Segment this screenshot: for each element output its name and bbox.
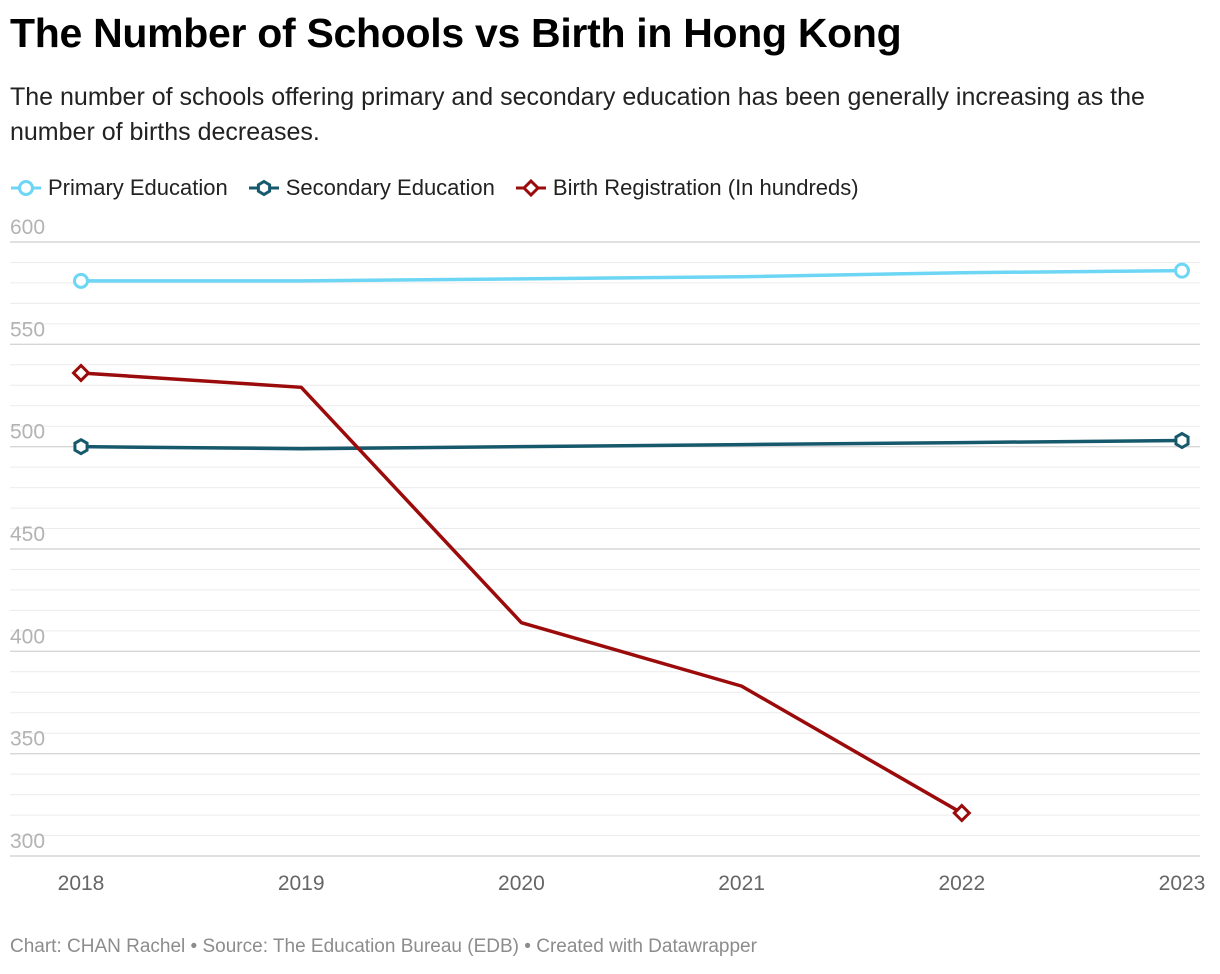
- series-primary: [73, 262, 1190, 289]
- hexagon-marker-icon: [248, 179, 279, 197]
- data-point-secondary[interactable]: [1174, 431, 1190, 450]
- x-tick-label: 2019: [278, 872, 325, 895]
- series-secondary: [73, 431, 1190, 456]
- y-tick-label: 600: [10, 216, 45, 239]
- data-point-birth[interactable]: [71, 363, 91, 383]
- legend: Primary Education Secondary Education Bi…: [10, 172, 879, 204]
- y-tick-label: 350: [10, 728, 45, 751]
- footer-separator: •: [519, 936, 537, 957]
- data-point-birth[interactable]: [952, 803, 972, 823]
- legend-label-primary: Primary Education: [48, 175, 228, 200]
- chart-footer: Chart: CHAN Rachel • Source: The Educati…: [10, 936, 757, 958]
- y-tick-label: 400: [10, 625, 45, 648]
- footer-byline: Chart: CHAN Rachel: [10, 936, 186, 957]
- series-line-birth[interactable]: [80, 371, 963, 815]
- legend-label-birth: Birth Registration (In hundreds): [552, 175, 859, 200]
- series-line-secondary[interactable]: [80, 438, 1183, 451]
- y-tick-label: 550: [10, 318, 45, 341]
- x-tick-label: 2023: [1159, 872, 1206, 895]
- series: [71, 262, 1190, 823]
- footer-separator: •: [185, 936, 203, 957]
- x-tick-label: 2018: [58, 872, 105, 895]
- footer-created: Created with Datawrapper: [536, 936, 757, 957]
- data-point-primary[interactable]: [1174, 262, 1190, 279]
- legend-label-secondary: Secondary Education: [285, 175, 495, 200]
- legend-item-birth[interactable]: Birth Registration (In hundreds): [515, 175, 859, 201]
- y-tick-label: 450: [10, 523, 45, 546]
- y-tick-label: 300: [10, 830, 45, 853]
- y-axis: 300 350 400 450 500 550 600: [10, 216, 45, 853]
- x-tick-label: 2021: [718, 872, 765, 895]
- data-point-secondary[interactable]: [73, 437, 89, 456]
- y-tick-label: 500: [10, 421, 45, 444]
- legend-item-primary[interactable]: Primary Education: [10, 175, 228, 201]
- x-axis: 2018 2019 2020 2021 2022 2023: [58, 872, 1206, 895]
- x-tick-label: 2020: [498, 872, 545, 895]
- chart-title: The Number of Schools vs Birth in Hong K…: [10, 10, 902, 56]
- circle-marker-icon: [11, 180, 41, 196]
- chart-subtitle: The number of schools offering primary a…: [10, 83, 1145, 146]
- diamond-marker-icon: [515, 178, 546, 198]
- series-birth: [71, 363, 972, 823]
- series-line-primary[interactable]: [81, 268, 1183, 283]
- x-tick-label: 2022: [938, 872, 985, 895]
- footer-source: Source: The Education Bureau (EDB): [202, 936, 520, 957]
- grid: [10, 241, 1200, 857]
- legend-item-secondary[interactable]: Secondary Education: [248, 175, 495, 201]
- data-point-primary[interactable]: [73, 272, 89, 289]
